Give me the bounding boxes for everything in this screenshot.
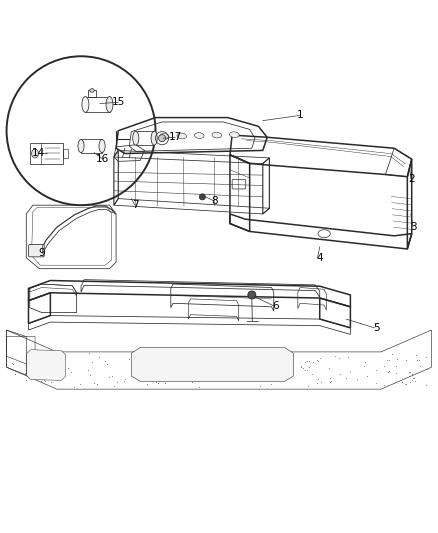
Text: 7: 7 (132, 200, 139, 210)
Polygon shape (26, 350, 66, 381)
Ellipse shape (78, 140, 84, 152)
Text: 17: 17 (169, 132, 182, 142)
Ellipse shape (106, 96, 113, 112)
Ellipse shape (32, 149, 39, 158)
Text: 8: 8 (211, 196, 218, 206)
Text: 5: 5 (373, 323, 380, 333)
Text: 15: 15 (112, 97, 125, 107)
Ellipse shape (99, 140, 105, 152)
Text: 14: 14 (32, 148, 45, 158)
Ellipse shape (159, 134, 169, 139)
Ellipse shape (82, 96, 89, 112)
Text: 4: 4 (316, 253, 323, 263)
Text: 1: 1 (297, 110, 304, 120)
Circle shape (199, 194, 205, 200)
Text: 6: 6 (272, 301, 279, 311)
Ellipse shape (177, 133, 187, 139)
Ellipse shape (194, 133, 204, 139)
Ellipse shape (230, 132, 239, 138)
FancyBboxPatch shape (28, 245, 44, 257)
Ellipse shape (159, 135, 166, 142)
Text: 9: 9 (38, 248, 45, 259)
Ellipse shape (90, 88, 94, 92)
Ellipse shape (212, 132, 222, 138)
Ellipse shape (151, 131, 157, 145)
Text: 2: 2 (408, 174, 415, 184)
Polygon shape (131, 348, 293, 381)
Circle shape (248, 291, 256, 299)
Ellipse shape (133, 131, 139, 145)
Text: 16: 16 (96, 154, 110, 164)
Text: 3: 3 (410, 222, 417, 232)
